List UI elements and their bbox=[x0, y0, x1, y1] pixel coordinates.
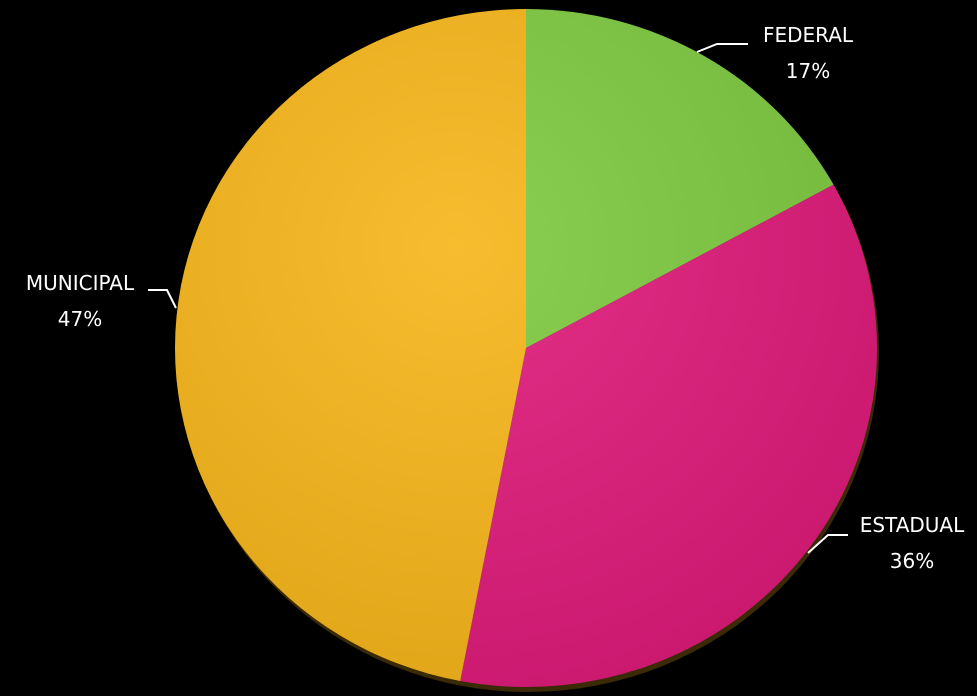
slice-label-estadual: ESTADUAL bbox=[860, 513, 965, 537]
pie-labels: FEDERAL 17% ESTADUAL 36% MUNICIPAL 47% bbox=[26, 23, 965, 573]
slice-value-estadual: 36% bbox=[890, 549, 934, 573]
leader-line-municipal bbox=[148, 289, 177, 309]
slice-value-federal: 17% bbox=[786, 59, 830, 83]
pie-slices bbox=[175, 9, 877, 687]
pie-slice-municipal bbox=[175, 9, 526, 681]
slice-label-municipal: MUNICIPAL bbox=[26, 271, 135, 295]
slice-label-federal: FEDERAL bbox=[763, 23, 854, 47]
leader-line-estadual bbox=[807, 534, 848, 554]
slice-value-municipal: 47% bbox=[58, 307, 102, 331]
leader-line-federal bbox=[696, 43, 748, 53]
